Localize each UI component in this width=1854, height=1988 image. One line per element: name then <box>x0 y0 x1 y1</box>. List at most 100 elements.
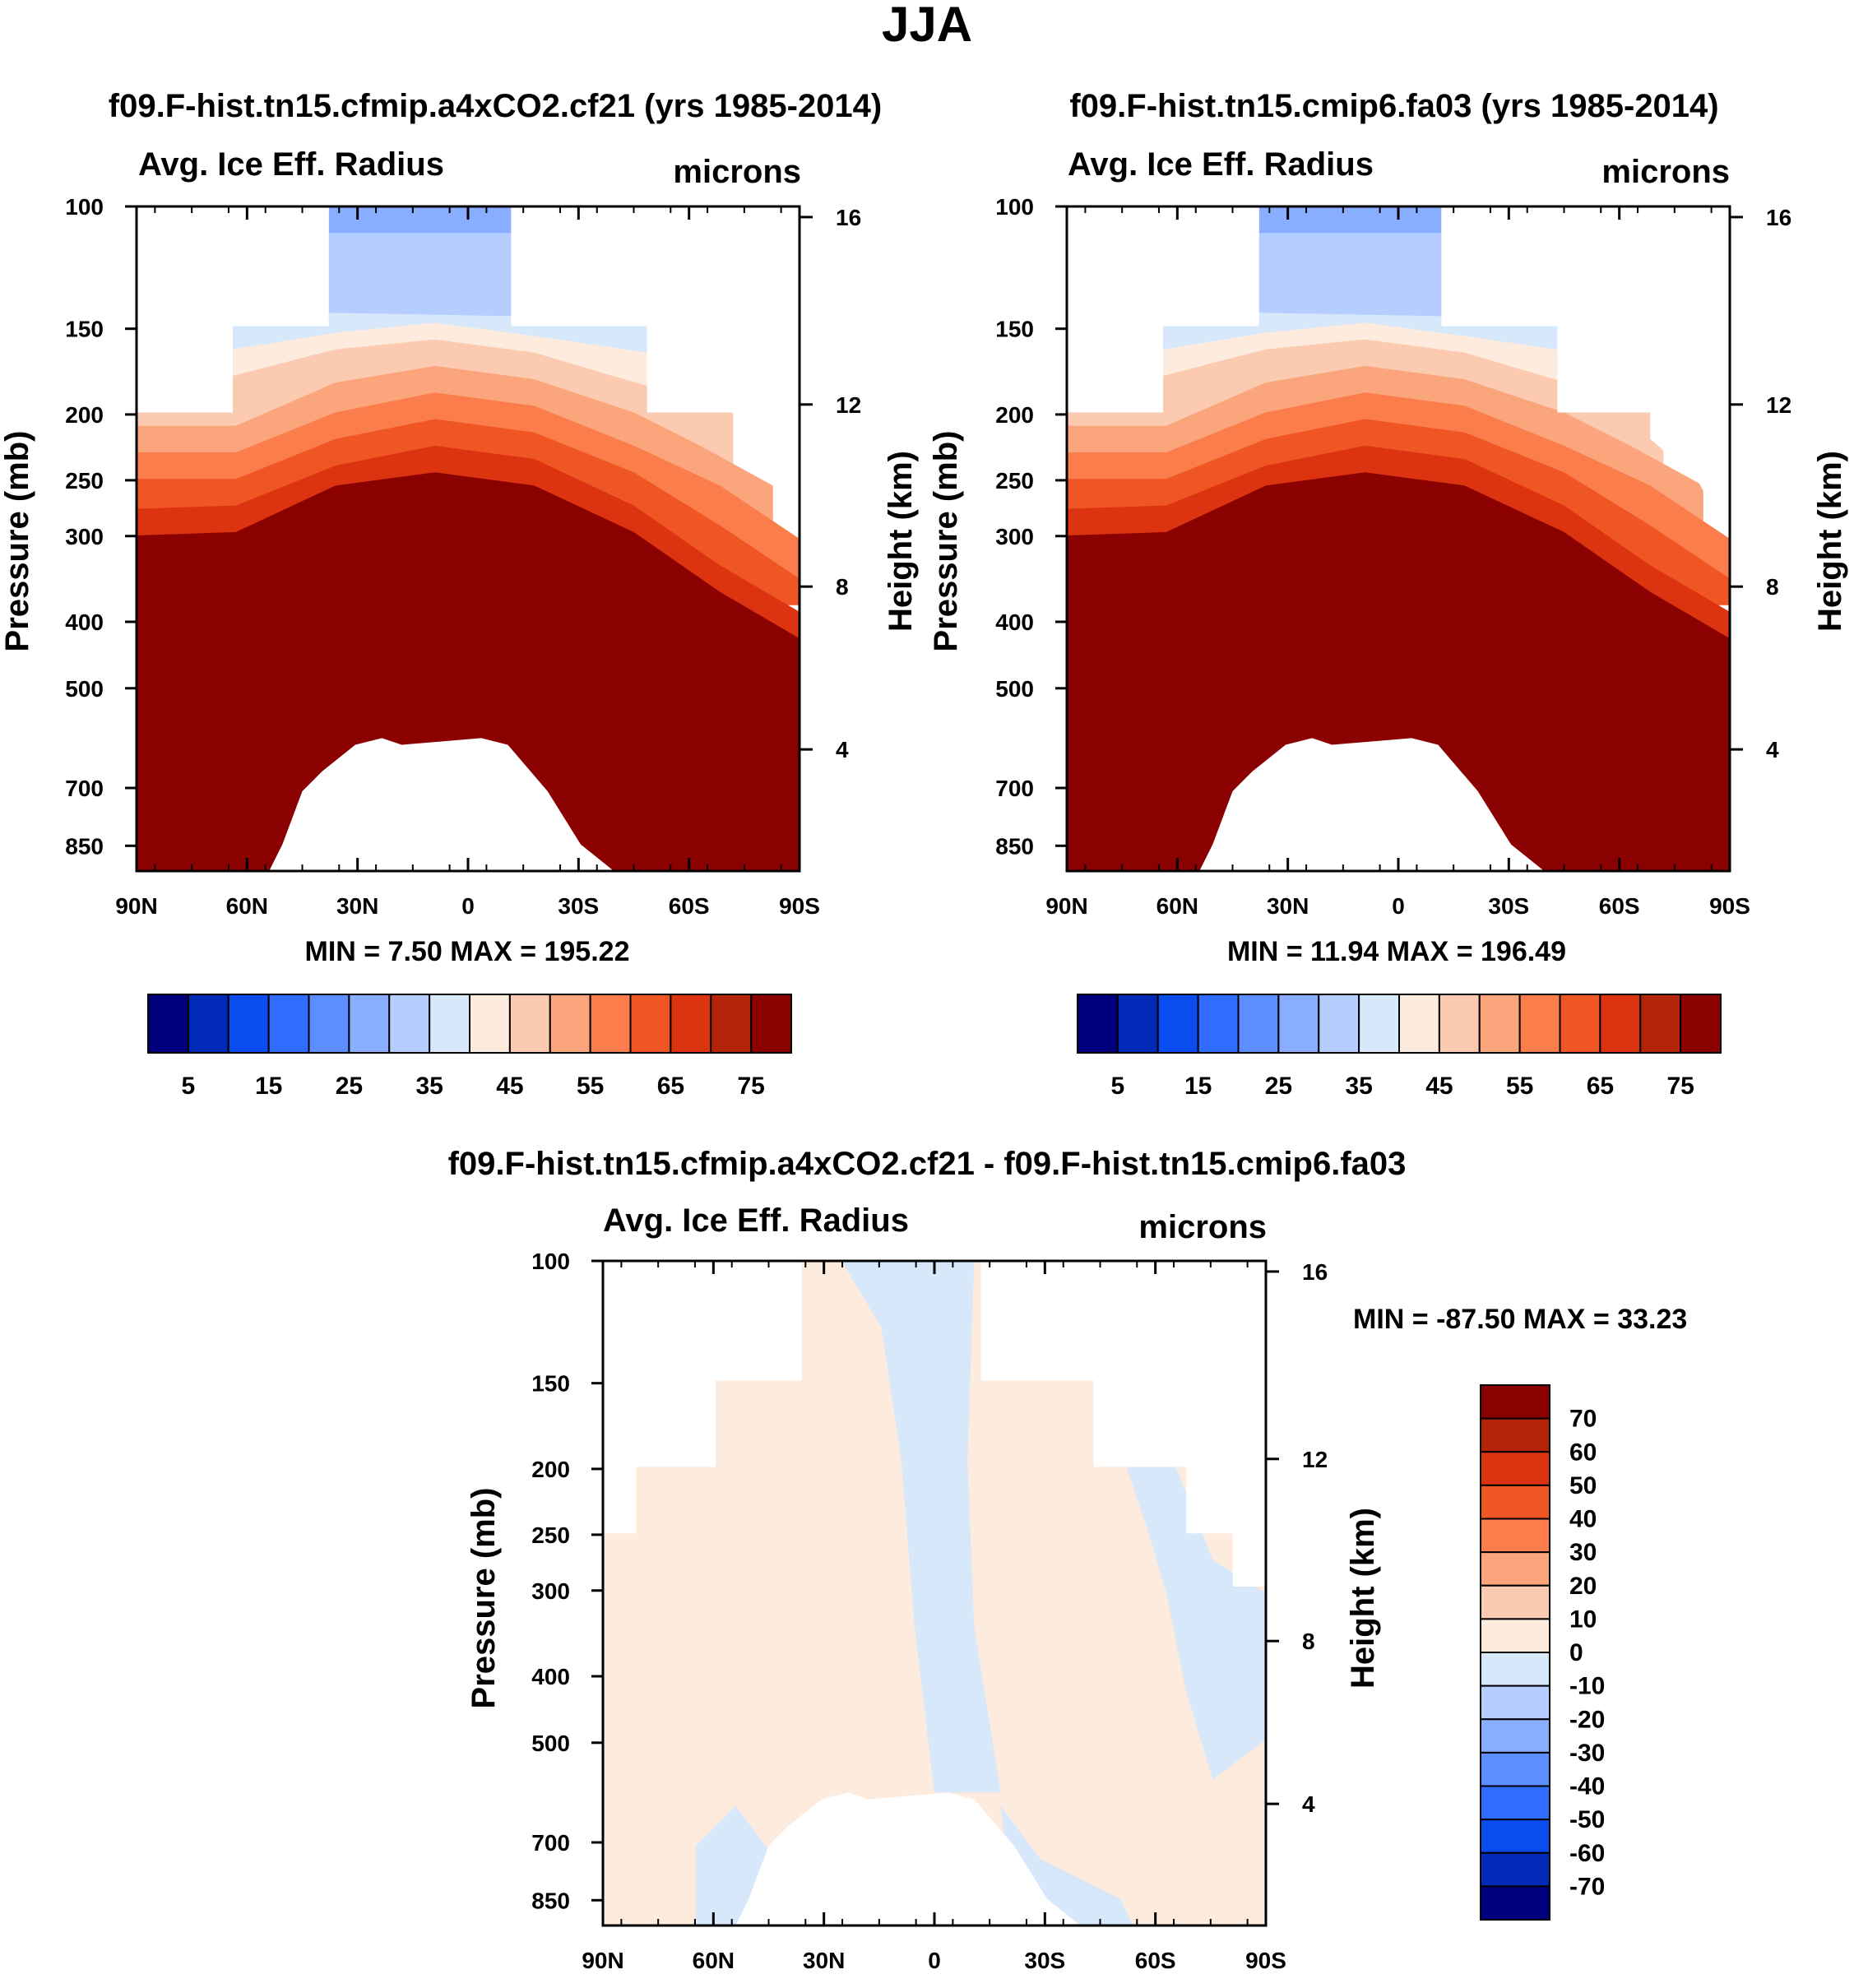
colorbar-label: -20 <box>1569 1706 1605 1733</box>
x-tick-label: 0 <box>928 1948 941 1973</box>
colorbar-swatch <box>1559 994 1601 1054</box>
colorbar-swatch <box>589 994 632 1054</box>
colorbar-swatch <box>348 994 391 1054</box>
colorbar-label: 45 <box>496 1073 523 1100</box>
colorbar-label: 40 <box>1569 1506 1597 1533</box>
colorbar-swatch <box>1480 1584 1550 1620</box>
colorbar-label: 0 <box>1569 1639 1583 1666</box>
y-tick-label: 850 <box>995 833 1034 859</box>
missing-region <box>137 206 329 413</box>
colorbar-swatch <box>1680 994 1722 1054</box>
colorbar-label: 10 <box>1569 1606 1597 1633</box>
height-tick-label: 4 <box>1766 737 1779 762</box>
colorbar-label: 60 <box>1569 1439 1597 1466</box>
y-tick-label: 100 <box>995 194 1034 220</box>
colorbar-label: 35 <box>1345 1073 1372 1100</box>
colorbar-swatch <box>1480 1417 1550 1453</box>
x-tick-label: 0 <box>1392 893 1405 919</box>
units-label: microns <box>1601 154 1730 190</box>
colorbar-swatch <box>1156 994 1199 1054</box>
y-tick-label: 250 <box>995 468 1034 494</box>
height-tick-label: 4 <box>1302 1791 1315 1817</box>
colorbar-swatch <box>1518 994 1561 1054</box>
colorbar-swatch <box>1480 1684 1550 1721</box>
field-label: Avg. Ice Eff. Radius <box>138 146 444 183</box>
plot-area <box>137 206 800 871</box>
colorbar-swatch <box>1480 1819 1550 1854</box>
panel-title: f09.F-hist.tn15.cfmip.a4xCO2.cf21 - f09.… <box>448 1146 1407 1182</box>
height-tick-label: 12 <box>836 392 861 418</box>
y-tick-label: 150 <box>995 317 1034 342</box>
x-tick-label: 30S <box>1488 893 1529 919</box>
colorbar-swatch <box>1197 994 1240 1054</box>
colorbar-swatch <box>1077 994 1119 1054</box>
colorbar-swatch <box>1478 994 1521 1054</box>
y-tick-label: 700 <box>65 776 104 801</box>
y-tick-label: 150 <box>65 317 104 342</box>
y-tick-label: 250 <box>65 468 104 494</box>
contour-band <box>1258 233 1442 327</box>
y-tick-label: 250 <box>531 1522 570 1548</box>
x-tick-label: 90S <box>779 893 820 919</box>
x-tick-label: 30N <box>803 1948 845 1973</box>
colorbar: 5 15 25 35 45 55 65 75 <box>147 994 792 1100</box>
colorbar: 70 60 50 40 30 20 10 0 -10 -20 -30 -40 -50 -60 -70 <box>1480 1384 1605 1921</box>
y-tick-label: 500 <box>65 676 104 702</box>
y-tick-label: 700 <box>995 776 1034 801</box>
y-tick-label: 200 <box>65 402 104 428</box>
colorbar-label: 75 <box>1666 1073 1694 1100</box>
contour-band <box>1067 472 1730 871</box>
missing-region <box>1441 206 1730 539</box>
y-tick-label: 850 <box>65 833 104 859</box>
y-axis-label: Pressure (mb) <box>466 1488 502 1709</box>
x-tick-label: 90S <box>1709 893 1750 919</box>
colorbar-label: 70 <box>1569 1406 1597 1433</box>
x-tick-label: 60S <box>669 893 710 919</box>
y-tick-label: 400 <box>65 609 104 635</box>
y-axis-label: Pressure (mb) <box>0 431 35 652</box>
y-tick-label: 400 <box>531 1664 570 1689</box>
colorbar-swatch <box>1480 1885 1550 1921</box>
height-tick-label: 16 <box>836 205 861 230</box>
colorbar-swatch <box>1480 1652 1550 1687</box>
colorbar-swatch <box>469 994 511 1054</box>
colorbar-swatch <box>308 994 350 1054</box>
colorbar-swatch <box>1116 994 1159 1054</box>
x-tick-label: 60N <box>226 893 268 919</box>
colorbar-swatch <box>227 994 270 1054</box>
colorbar-label: 15 <box>255 1073 282 1100</box>
colorbar-label: -60 <box>1569 1840 1605 1867</box>
height-tick-label: 8 <box>1302 1629 1315 1654</box>
missing-region <box>603 1261 802 1534</box>
y-tick-label: 300 <box>995 524 1034 549</box>
colorbar-swatch <box>670 994 712 1054</box>
figure-title: JJA <box>882 0 972 52</box>
colorbar-swatch <box>1480 1451 1550 1486</box>
colorbar-swatch <box>1480 1551 1550 1587</box>
colorbar-swatch <box>1480 1484 1550 1520</box>
min-max-label: MIN = 7.50 MAX = 195.22 <box>305 936 630 967</box>
x-tick-label: 60S <box>1135 1948 1176 1973</box>
colorbar-swatch <box>1277 994 1320 1054</box>
colorbar-label: 25 <box>336 1073 363 1100</box>
y-tick-label: 700 <box>531 1830 570 1856</box>
colorbar-swatch <box>1480 1718 1550 1754</box>
y-tick-label: 300 <box>65 524 104 549</box>
y-tick-label: 200 <box>995 402 1034 428</box>
y-tick-label: 100 <box>531 1249 570 1274</box>
colorbar-swatch <box>750 994 792 1054</box>
colorbar-label: 50 <box>1569 1472 1597 1499</box>
x-tick-label: 90N <box>1045 893 1087 919</box>
missing-region <box>1067 206 1259 413</box>
colorbar-swatch <box>187 994 229 1054</box>
height-tick-label: 16 <box>1302 1259 1328 1285</box>
y-tick-label: 150 <box>531 1371 570 1397</box>
min-max-label: MIN = 11.94 MAX = 196.49 <box>1227 936 1566 967</box>
height-tick-label: 12 <box>1766 392 1791 418</box>
negative-region <box>1119 1447 1266 1780</box>
axes: 90N 60N 30N 0 30S 60S 90S 100 150 200 250 300 400 500… <box>531 1249 1328 1973</box>
panel-title: f09.F-hist.tn15.cmip6.fa03 (yrs 1985-201… <box>1069 88 1718 124</box>
plot-area <box>603 1261 1266 1925</box>
y-axis-label-right: Height (km) <box>1812 451 1848 632</box>
